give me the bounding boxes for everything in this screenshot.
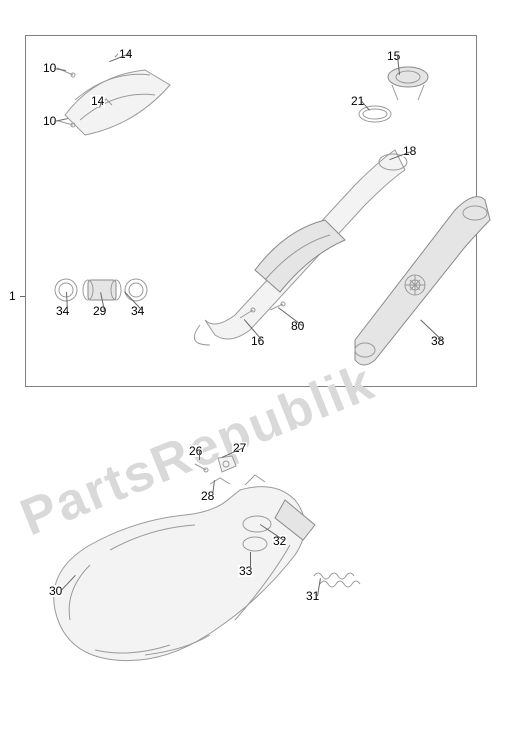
exhaust-springs [310,560,380,590]
callout-label: 21 [350,95,365,107]
mount-screws [235,300,295,330]
callout-label: 33 [238,565,253,577]
leader-line [250,552,251,571]
callout-label: 34 [55,305,70,317]
callout-label: 1 [8,290,17,302]
callout-label: 26 [188,445,203,457]
seal-collar-group [50,270,180,310]
callout-label: 14 [90,95,105,107]
leader-line [199,451,200,460]
callout-label: 29 [92,305,107,317]
diagram-canvas: PartsRepublik [0,0,506,744]
silencer-cover [345,165,495,375]
heat-shield-assembly [55,45,195,155]
leader-line [20,296,25,297]
callout-label: 15 [386,50,401,62]
